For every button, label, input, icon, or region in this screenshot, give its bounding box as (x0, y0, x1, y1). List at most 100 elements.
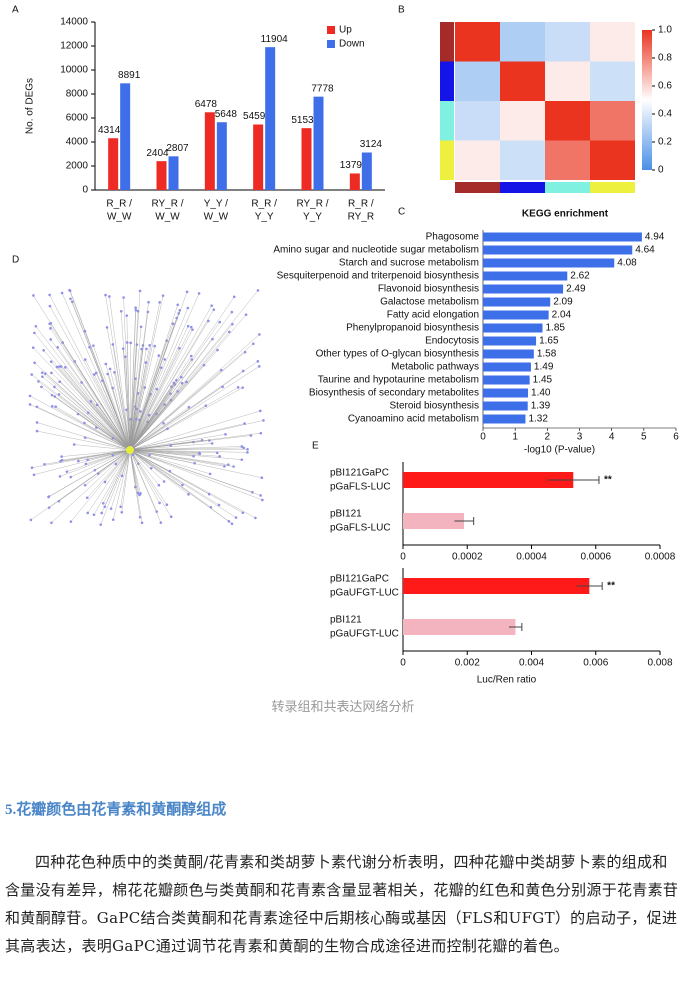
node (171, 322, 175, 325)
edge (129, 423, 164, 451)
y-axis-label: No. of DEGs (25, 78, 36, 134)
edge (129, 449, 263, 501)
node (219, 368, 223, 372)
node (163, 358, 167, 361)
edge (129, 365, 205, 451)
edge (70, 449, 131, 478)
node (69, 475, 73, 479)
edge (129, 334, 260, 451)
y-tick-label: Biosynthesis of secondary metabolites (309, 388, 479, 399)
bar (483, 349, 534, 359)
bar (483, 297, 551, 307)
heatmap-cell (455, 61, 500, 101)
edge (104, 449, 131, 483)
edge (120, 449, 131, 507)
node (30, 373, 33, 376)
node (189, 325, 193, 329)
node (193, 461, 196, 465)
node (103, 480, 107, 484)
edge (59, 366, 131, 451)
node (165, 503, 169, 507)
group-strip (440, 140, 454, 180)
edge (129, 387, 243, 451)
bar (483, 284, 564, 294)
edge (33, 295, 131, 451)
x-tick-label: W_W (204, 212, 229, 223)
value-label: 2807 (166, 143, 189, 154)
category-label: pBI121 (330, 509, 362, 520)
node (92, 513, 96, 517)
edge (51, 394, 131, 451)
edge (102, 380, 131, 451)
node (241, 511, 245, 515)
node (241, 369, 245, 373)
node (210, 304, 214, 307)
edge (35, 326, 131, 451)
node (92, 344, 95, 347)
bar (483, 258, 615, 268)
edge (103, 449, 131, 504)
colorbar (642, 30, 652, 170)
x-axis-label: -log10 (P-value) (524, 445, 595, 456)
node (54, 405, 58, 408)
node (30, 466, 34, 470)
edge (129, 290, 259, 451)
node (83, 358, 87, 361)
y-tick-label: Other types of O-glycan biosynthesis (316, 349, 479, 360)
bar (156, 161, 167, 190)
node (246, 451, 249, 454)
edge (129, 449, 262, 478)
edge (66, 449, 131, 472)
edge (129, 361, 258, 451)
node (139, 492, 142, 495)
node (135, 417, 138, 421)
edge (129, 326, 142, 451)
edge (129, 376, 182, 451)
panel-letter: A (12, 5, 19, 16)
edge (129, 449, 194, 457)
x-tick-label: 1 (512, 432, 518, 443)
heatmap-cell (590, 61, 635, 101)
value-label: 1.39 (531, 401, 551, 412)
node (134, 377, 137, 380)
node (212, 308, 216, 311)
node (169, 444, 173, 447)
node (186, 324, 190, 328)
edge (129, 434, 226, 451)
node (50, 404, 54, 408)
node (259, 431, 263, 435)
edge (109, 368, 131, 451)
node (47, 506, 51, 509)
chart-title: KEGG enrichment (522, 209, 609, 220)
x-tick-label: Y_Y / (204, 199, 228, 210)
node (161, 294, 165, 297)
edge (129, 410, 261, 451)
edge (87, 449, 131, 498)
node (176, 390, 179, 393)
node (192, 454, 195, 458)
edge (51, 449, 131, 523)
x-tick-label: 0.0008 (645, 552, 676, 563)
node (241, 386, 244, 389)
node (224, 433, 227, 436)
node (207, 319, 210, 323)
edge (129, 449, 200, 454)
edge (129, 449, 143, 523)
edge (129, 411, 141, 451)
node (185, 290, 189, 294)
panel-letter: D (12, 255, 19, 266)
node (243, 422, 246, 425)
node (231, 322, 234, 326)
node (86, 411, 90, 414)
node (31, 346, 35, 349)
edge (129, 307, 188, 451)
node (99, 523, 102, 526)
edge (129, 423, 245, 451)
node (240, 458, 244, 461)
node (83, 329, 87, 333)
x-tick-label: 0 (400, 552, 406, 563)
node (120, 511, 124, 514)
edge (100, 449, 131, 525)
bar (483, 388, 529, 398)
edge (129, 449, 248, 453)
